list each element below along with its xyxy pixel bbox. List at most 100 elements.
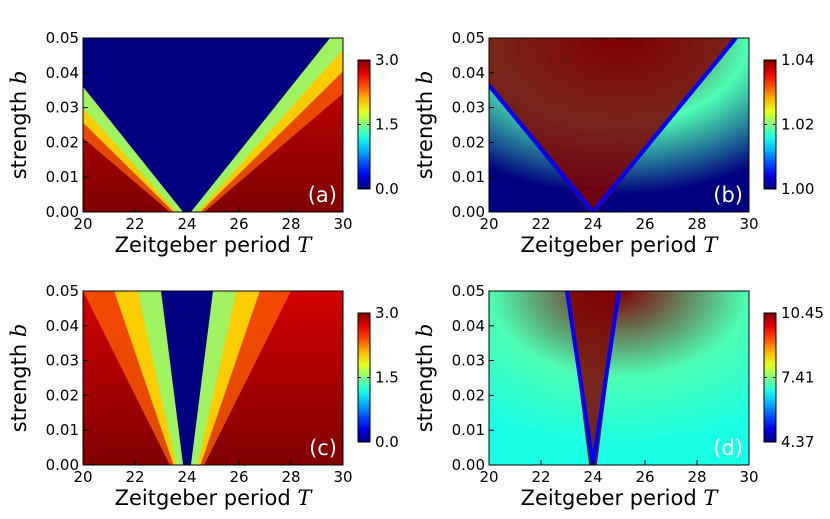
x-axis-label: Zeitgeber period T bbox=[115, 233, 314, 257]
y-tick-label: 0.04 bbox=[452, 317, 485, 335]
y-tick-label: 0.03 bbox=[452, 352, 485, 370]
y-tick-label: 0.04 bbox=[452, 64, 485, 82]
plot-frame bbox=[488, 290, 750, 466]
y-tick-label: 0.01 bbox=[452, 421, 485, 439]
colorbar-tick-label: 10.45 bbox=[781, 304, 824, 322]
colorbar-tick-label: 1.5 bbox=[375, 116, 399, 134]
heatmap-d bbox=[489, 291, 749, 465]
colorbar-tick-label: 3.0 bbox=[375, 304, 399, 322]
x-tick-label: 26 bbox=[635, 468, 654, 486]
y-tick-label: 0.05 bbox=[46, 282, 79, 300]
plot-frame bbox=[488, 37, 750, 213]
y-tick-label: 0.01 bbox=[46, 168, 79, 186]
y-tick-label: 0.05 bbox=[452, 282, 485, 300]
y-tick-label: 0.01 bbox=[452, 168, 485, 186]
x-tick-label: 24 bbox=[177, 215, 196, 233]
heatmap-c bbox=[83, 291, 343, 465]
panel-label: (a) bbox=[308, 183, 337, 207]
panel-label: (d) bbox=[713, 436, 743, 460]
x-axis-variable: T bbox=[703, 486, 719, 510]
locking-tongue bbox=[161, 291, 213, 465]
colorbar-tick-label: 1.5 bbox=[375, 369, 399, 387]
x-tick-label: 20 bbox=[73, 468, 92, 486]
y-tick-label: 0.04 bbox=[46, 64, 79, 82]
x-tick-label: 26 bbox=[229, 215, 248, 233]
x-tick-label: 24 bbox=[583, 468, 602, 486]
y-axis-label: strength b bbox=[7, 71, 31, 180]
panel-a: 20 22 24 26 28 30 0.00 0.01 0.02 0.03 0.04 0.05 Zeit… bbox=[7, 29, 399, 257]
y-axis-label: strength b bbox=[7, 324, 31, 433]
y-tick-label: 0.05 bbox=[452, 29, 485, 47]
panel-label: (b) bbox=[713, 183, 743, 207]
y-tick-label: 0.02 bbox=[46, 133, 79, 151]
y-tick-label: 0.00 bbox=[452, 456, 485, 474]
x-axis-variable: T bbox=[703, 233, 719, 257]
tongue-edge-line bbox=[565, 291, 595, 465]
x-tick-label: 28 bbox=[281, 468, 300, 486]
x-tick-label: 30 bbox=[333, 215, 352, 233]
plot-frame bbox=[82, 37, 344, 213]
x-tick-label: 26 bbox=[635, 215, 654, 233]
y-tick-label: 0.02 bbox=[46, 386, 79, 404]
panel-label: (c) bbox=[309, 436, 337, 460]
panel-c: 20 22 24 26 28 30 0.00 0.01 0.02 0.03 0.04 0.05 Zeit… bbox=[7, 282, 399, 510]
locking-tongue bbox=[83, 38, 330, 212]
x-tick-label: 24 bbox=[177, 468, 196, 486]
panel-d: 20 22 24 26 28 30 0.00 0.01 0.02 0.03 0.04 0.05 Zeit… bbox=[413, 282, 824, 510]
x-tick-label: 28 bbox=[687, 215, 706, 233]
colorbar-tick-label: 1.04 bbox=[781, 51, 814, 69]
x-tick-label: 22 bbox=[531, 468, 550, 486]
heatmap-a bbox=[83, 38, 343, 212]
tongue-edge-line bbox=[591, 38, 738, 212]
colorbar-tick-label: 0.0 bbox=[375, 180, 399, 198]
y-axis-variable: b bbox=[7, 324, 31, 337]
y-tick-label: 0.04 bbox=[46, 317, 79, 335]
y-tick-label: 0.05 bbox=[46, 29, 79, 47]
y-tick-label: 0.03 bbox=[46, 99, 79, 117]
x-tick-label: 24 bbox=[583, 215, 602, 233]
y-tick-label: 0.03 bbox=[46, 352, 79, 370]
tongue-edge-line bbox=[489, 82, 595, 212]
x-tick-label: 22 bbox=[125, 215, 144, 233]
y-tick-label: 0.00 bbox=[46, 203, 79, 221]
y-tick-label: 0.00 bbox=[452, 203, 485, 221]
x-tick-label: 22 bbox=[531, 215, 550, 233]
locking-tongue bbox=[489, 38, 736, 212]
heatmap-b bbox=[489, 38, 749, 212]
y-tick-label: 0.01 bbox=[46, 421, 79, 439]
x-tick-label: 20 bbox=[73, 215, 92, 233]
y-axis-variable: b bbox=[413, 71, 437, 84]
x-tick-label: 30 bbox=[739, 468, 758, 486]
locking-tongue bbox=[567, 291, 619, 465]
x-tick-label: 28 bbox=[687, 468, 706, 486]
x-axis-variable: T bbox=[297, 486, 313, 510]
y-axis-label: strength b bbox=[413, 71, 437, 180]
x-tick-label: 22 bbox=[125, 468, 144, 486]
colorbar-tick-label: 1.02 bbox=[781, 116, 814, 134]
x-axis-label: Zeitgeber period T bbox=[115, 486, 314, 510]
x-axis-label: Zeitgeber period T bbox=[521, 486, 720, 510]
colorbar-tick-label: 1.00 bbox=[781, 180, 814, 198]
y-axis-variable: b bbox=[413, 324, 437, 337]
heatmap-background bbox=[489, 291, 749, 465]
y-tick-label: 0.02 bbox=[452, 133, 485, 151]
x-tick-label: 20 bbox=[479, 215, 498, 233]
colorbar-tick-label: 4.37 bbox=[781, 433, 814, 451]
y-tick-label: 0.02 bbox=[452, 386, 485, 404]
y-axis-variable: b bbox=[7, 71, 31, 84]
x-tick-label: 30 bbox=[739, 215, 758, 233]
x-axis-variable: T bbox=[297, 233, 313, 257]
plot-frame bbox=[82, 290, 344, 466]
x-tick-label: 26 bbox=[229, 468, 248, 486]
colorbar-tick-label: 7.41 bbox=[781, 369, 814, 387]
x-tick-label: 20 bbox=[479, 468, 498, 486]
panel-b: 20 22 24 26 28 30 0.00 0.01 0.02 0.03 0.04 0.05 Zeit… bbox=[413, 29, 814, 257]
tongue-edge-line bbox=[591, 291, 621, 465]
colorbar-tick-label: 3.0 bbox=[375, 51, 399, 69]
y-tick-label: 0.00 bbox=[46, 456, 79, 474]
colorbar-tick-label: 0.0 bbox=[375, 433, 399, 451]
x-axis-label: Zeitgeber period T bbox=[521, 233, 720, 257]
x-tick-label: 28 bbox=[281, 215, 300, 233]
y-tick-label: 0.03 bbox=[452, 99, 485, 117]
